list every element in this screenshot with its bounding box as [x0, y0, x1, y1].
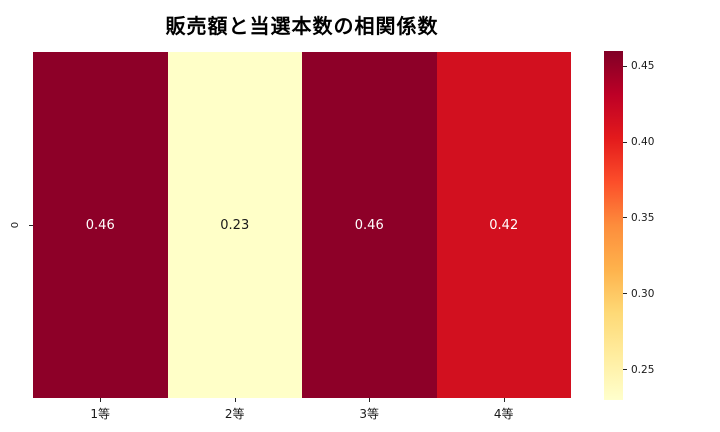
- colorbar-tick-mark: [623, 369, 627, 371]
- x-axis-tick-label: 1等: [33, 398, 168, 422]
- colorbar-tick-mark: [623, 65, 627, 67]
- x-axis-tick-mark: [503, 398, 505, 402]
- x-axis-tick-text: 4等: [493, 407, 514, 421]
- heatmap-cell: 0.42: [436, 52, 571, 398]
- heatmap-cell: 0.46: [33, 52, 168, 398]
- colorbar-tick: 0.30: [623, 288, 654, 300]
- x-axis-tick-mark: [100, 398, 102, 402]
- cell-value-label: 0.42: [489, 217, 519, 233]
- y-axis-tick-label: 0: [9, 221, 21, 229]
- heatmap-cell: 0.46: [302, 52, 437, 398]
- heatmap-cell: 0.23: [167, 52, 302, 398]
- colorbar-tick-label: 0.40: [631, 136, 655, 149]
- y-axis-tick-mark: [29, 225, 33, 226]
- colorbar-gradient: [604, 51, 623, 400]
- colorbar-tick-mark: [623, 141, 627, 143]
- x-axis-tick-label: 2等: [168, 398, 303, 422]
- colorbar-tick-mark: [623, 217, 627, 219]
- colorbar-tick: 0.35: [623, 212, 654, 224]
- x-axis-tick-mark: [234, 398, 236, 402]
- colorbar-tick-mark: [623, 293, 627, 295]
- colorbar-tick-label: 0.45: [631, 60, 655, 73]
- x-axis-tick-label: 4等: [437, 398, 572, 422]
- colorbar-tick-label: 0.30: [631, 287, 655, 300]
- colorbar-tick: 0.40: [623, 136, 654, 148]
- colorbar-tick-label: 0.25: [631, 363, 655, 376]
- x-axis-ticks: 1等 2等 3等 4等: [33, 398, 571, 422]
- colorbar-tick: 0.25: [623, 364, 654, 376]
- colorbar-tick: 0.45: [623, 60, 654, 72]
- heatmap-plot-area: 0.46 0.23 0.46 0.42: [33, 52, 571, 398]
- x-axis-tick-text: 3等: [359, 407, 380, 421]
- colorbar-ticks: 0.45 0.40 0.35 0.30 0.25: [623, 51, 693, 400]
- cell-value-label: 0.23: [220, 217, 250, 233]
- x-axis-tick-text: 2等: [224, 407, 245, 421]
- x-axis-tick-text: 1等: [90, 407, 111, 421]
- x-axis-tick-label: 3等: [302, 398, 437, 422]
- colorbar-tick-label: 0.35: [631, 211, 655, 224]
- cell-value-label: 0.46: [354, 217, 384, 233]
- chart-title: 販売額と当選本数の相関係数: [165, 14, 439, 38]
- cell-value-label: 0.46: [85, 217, 115, 233]
- x-axis-tick-mark: [369, 398, 371, 402]
